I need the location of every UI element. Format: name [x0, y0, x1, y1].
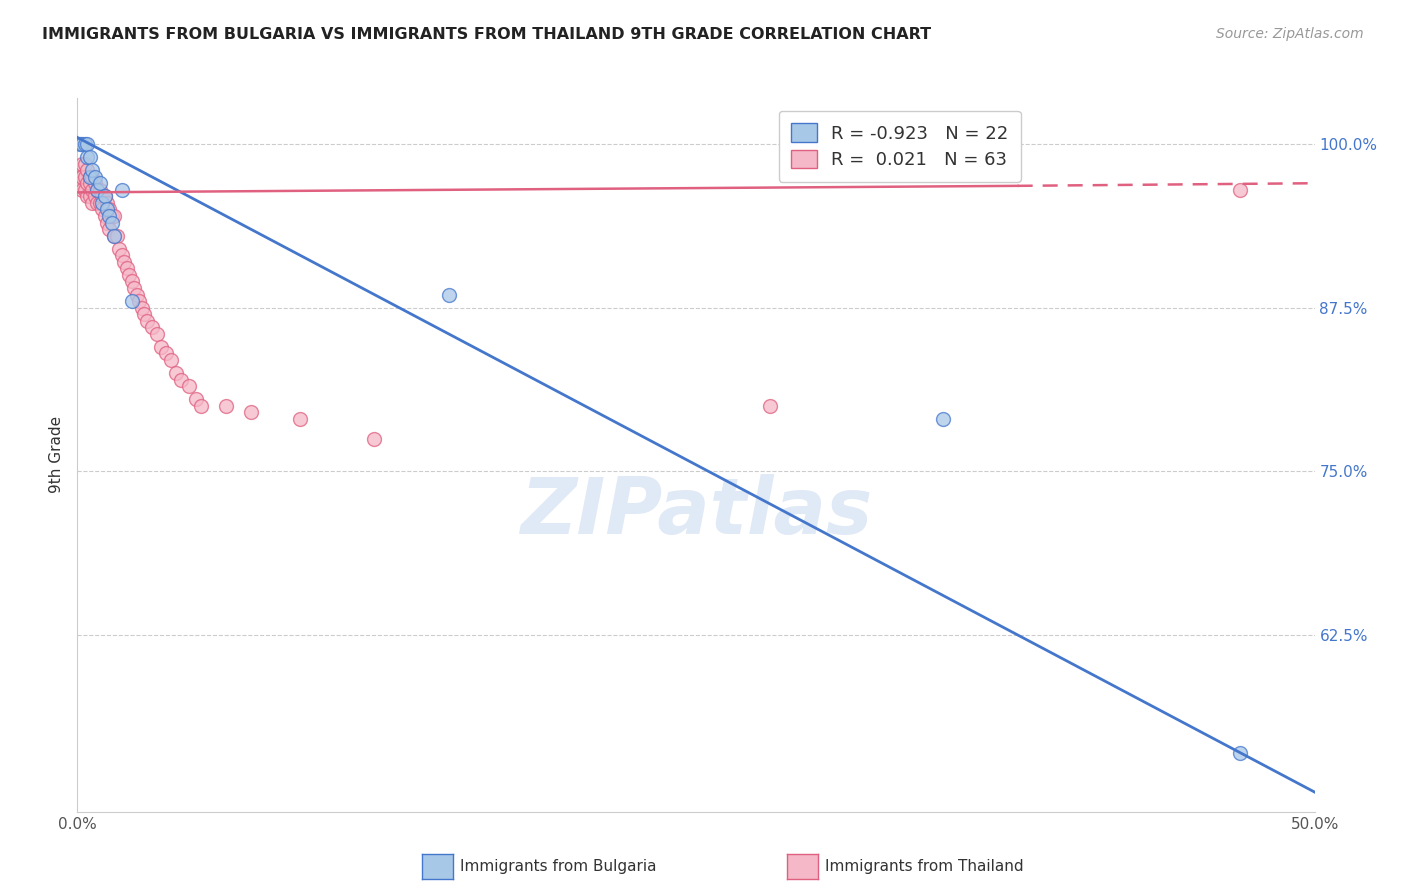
- Point: [83, 169, 105, 184]
- Point: [79, 169, 101, 184]
- Point: [1229, 746, 1251, 760]
- Point: [73, 136, 96, 151]
- Point: [79, 169, 101, 184]
- Point: [141, 320, 163, 334]
- Point: [932, 412, 955, 426]
- Point: [72, 169, 94, 184]
- Point: [363, 432, 385, 446]
- Point: [160, 353, 183, 368]
- Point: [83, 189, 105, 203]
- Point: [83, 176, 105, 190]
- Point: [89, 176, 111, 190]
- Point: [72, 136, 94, 151]
- Point: [72, 156, 94, 170]
- Point: [170, 373, 193, 387]
- Point: [93, 189, 115, 203]
- Point: [215, 399, 238, 413]
- Point: [145, 326, 167, 341]
- Y-axis label: 9th Grade: 9th Grade: [49, 417, 65, 493]
- Point: [98, 222, 121, 236]
- Point: [73, 183, 96, 197]
- Text: Source: ZipAtlas.com: Source: ZipAtlas.com: [1216, 27, 1364, 41]
- Point: [69, 136, 91, 151]
- Point: [165, 366, 187, 380]
- Point: [101, 209, 124, 223]
- Point: [177, 379, 200, 393]
- Point: [98, 209, 121, 223]
- Point: [239, 405, 262, 419]
- Point: [96, 215, 118, 229]
- Point: [82, 163, 104, 178]
- Point: [91, 189, 114, 203]
- Point: [759, 399, 782, 413]
- Point: [82, 195, 104, 210]
- Point: [86, 195, 108, 210]
- Text: ZIPatlas: ZIPatlas: [520, 474, 872, 550]
- Point: [89, 183, 111, 197]
- Point: [79, 189, 101, 203]
- Point: [89, 195, 111, 210]
- Point: [86, 183, 108, 197]
- Point: [73, 156, 96, 170]
- Point: [76, 163, 98, 178]
- Point: [108, 242, 131, 256]
- Point: [135, 314, 157, 328]
- Point: [128, 294, 150, 309]
- Point: [82, 169, 104, 184]
- Point: [98, 202, 121, 217]
- Point: [103, 228, 125, 243]
- Point: [79, 150, 101, 164]
- Point: [134, 307, 156, 321]
- Point: [111, 183, 134, 197]
- Point: [1229, 183, 1251, 197]
- Point: [79, 176, 101, 190]
- Text: Immigrants from Thailand: Immigrants from Thailand: [825, 859, 1024, 873]
- Point: [69, 169, 91, 184]
- Point: [131, 301, 153, 315]
- Point: [76, 150, 98, 164]
- Point: [86, 183, 108, 197]
- Point: [155, 346, 177, 360]
- Point: [93, 189, 115, 203]
- Point: [105, 228, 128, 243]
- Point: [112, 254, 135, 268]
- Point: [76, 136, 98, 151]
- Point: [76, 189, 98, 203]
- Point: [82, 183, 104, 197]
- Point: [96, 202, 118, 217]
- Point: [91, 202, 114, 217]
- Point: [76, 176, 98, 190]
- Point: [121, 294, 143, 309]
- Point: [91, 195, 114, 210]
- Legend: R = -0.923   N = 22, R =  0.021   N = 63: R = -0.923 N = 22, R = 0.021 N = 63: [779, 111, 1021, 182]
- Point: [118, 268, 141, 282]
- Text: IMMIGRANTS FROM BULGARIA VS IMMIGRANTS FROM THAILAND 9TH GRADE CORRELATION CHART: IMMIGRANTS FROM BULGARIA VS IMMIGRANTS F…: [42, 27, 931, 42]
- Text: Immigrants from Bulgaria: Immigrants from Bulgaria: [460, 859, 657, 873]
- Point: [72, 183, 94, 197]
- Point: [111, 248, 134, 262]
- Point: [150, 340, 173, 354]
- Point: [437, 287, 460, 301]
- Point: [101, 215, 124, 229]
- Point: [122, 281, 145, 295]
- Point: [288, 412, 311, 426]
- Point: [115, 261, 138, 276]
- Point: [103, 228, 125, 243]
- Point: [121, 275, 143, 289]
- Point: [73, 169, 96, 184]
- Point: [93, 209, 115, 223]
- Point: [96, 195, 118, 210]
- Point: [125, 287, 148, 301]
- Point: [69, 176, 91, 190]
- Point: [184, 392, 207, 407]
- Point: [103, 209, 125, 223]
- Point: [190, 399, 212, 413]
